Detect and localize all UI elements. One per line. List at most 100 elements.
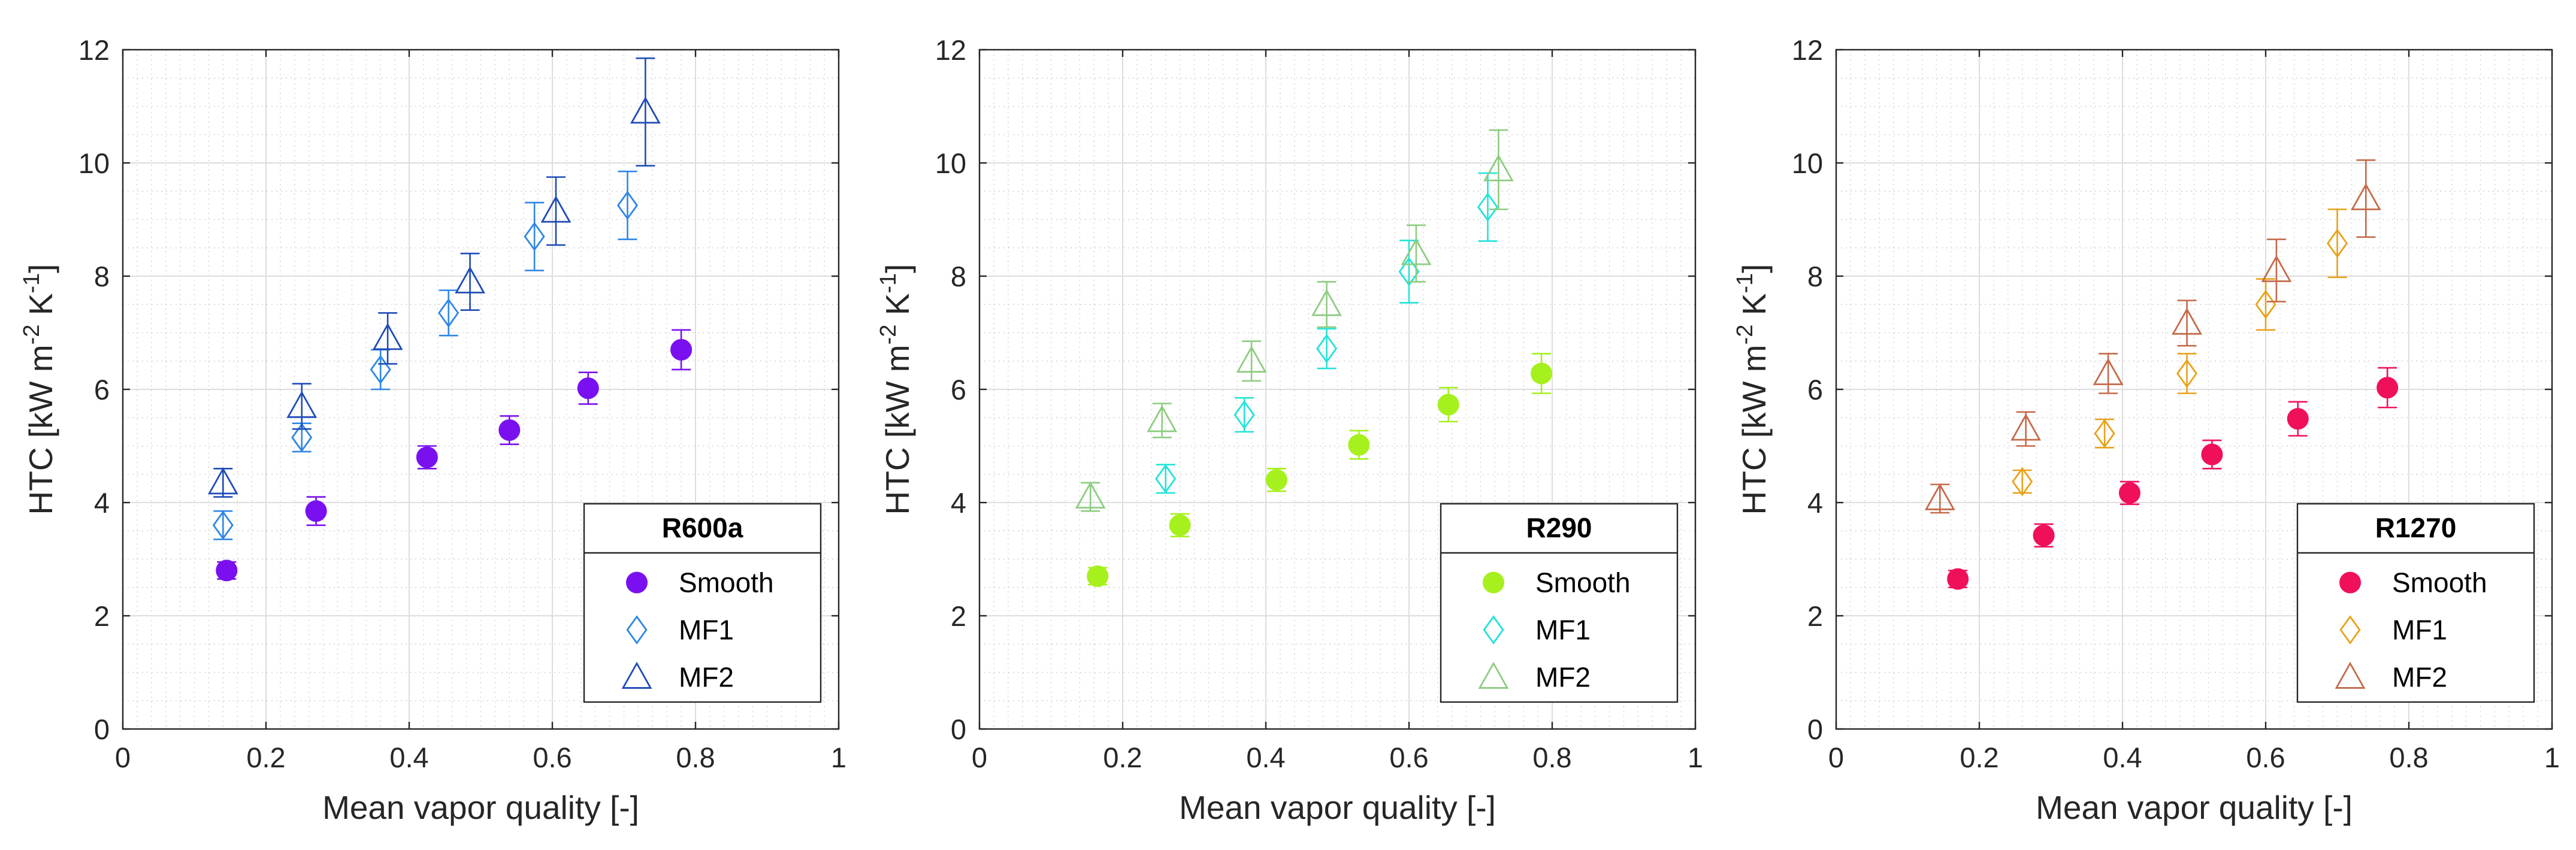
- y-axis-title: HTC [kW m-2 K-1]: [876, 264, 916, 515]
- legend-label: MF2: [1535, 662, 1591, 693]
- series-smooth: [1947, 367, 2399, 590]
- data-point: [577, 377, 599, 400]
- y-tick-label: 2: [94, 600, 110, 632]
- series-mf2: [1924, 159, 2381, 514]
- data-point: [305, 500, 327, 522]
- series-mf1: [2012, 208, 2348, 497]
- legend-label: MF1: [1535, 615, 1591, 646]
- series-mf2: [207, 57, 661, 498]
- series-mf1: [212, 170, 639, 540]
- x-tick-label: 0.4: [1246, 742, 1285, 773]
- data-point: [2093, 358, 2124, 385]
- legend-label: MF1: [2392, 615, 2447, 646]
- legend: R1270 Smooth MF1 MF2: [2296, 503, 2535, 703]
- y-tick-label: 6: [951, 374, 966, 406]
- legend: R600a Smooth MF1 MF2: [583, 503, 822, 703]
- data-point: [1075, 481, 1106, 509]
- data-point: [416, 446, 438, 468]
- data-point: [2033, 524, 2055, 546]
- legend-marker: [2335, 661, 2366, 689]
- data-point: [1147, 405, 1178, 432]
- legend-marker: [626, 615, 648, 645]
- data-point: [286, 391, 318, 418]
- x-tick-label: 0.4: [389, 742, 428, 773]
- data-point: [670, 338, 693, 361]
- legend-title: R290: [1526, 512, 1592, 543]
- data-point: [2350, 183, 2381, 210]
- legend-box: [2296, 503, 2535, 703]
- data-point: [207, 467, 238, 495]
- data-point: [2201, 443, 2223, 465]
- data-point: [1348, 434, 1370, 456]
- legend-marker: [1483, 615, 1504, 645]
- legend-marker: [2339, 615, 2361, 645]
- data-point: [1155, 464, 1177, 494]
- x-tick-label: 1: [1688, 742, 1703, 773]
- legend-label: Smooth: [679, 567, 774, 598]
- legend-title: R1270: [2375, 512, 2457, 543]
- legend: R290 Smooth MF1 MF2: [1440, 503, 1679, 703]
- data-point: [540, 195, 572, 223]
- legend-marker: [621, 661, 652, 689]
- y-tick-label: 12: [935, 34, 966, 66]
- data-point: [372, 323, 403, 350]
- data-point: [2172, 307, 2202, 335]
- x-axis-title: Mean vapor quality [-]: [322, 789, 639, 826]
- legend-marker: [2339, 571, 2361, 594]
- x-tick-label: 0.6: [1389, 742, 1428, 773]
- data-point: [2261, 255, 2292, 282]
- y-axis-title: HTC [kW m-2 K-1]: [1733, 264, 1773, 515]
- x-tick-label: 1: [2544, 742, 2560, 773]
- y-tick-label: 6: [1807, 374, 1823, 406]
- legend-box: [1440, 503, 1679, 703]
- legend-label: MF1: [679, 615, 734, 646]
- y-tick-label: 10: [935, 147, 966, 179]
- y-tick-label: 4: [1807, 487, 1823, 519]
- y-tick-label: 8: [951, 261, 966, 292]
- y-tick-label: 4: [951, 487, 966, 519]
- data-point: [438, 298, 459, 328]
- x-tick-label: 0.8: [676, 742, 715, 773]
- data-point: [616, 190, 639, 220]
- x-axis-title: Mean vapor quality [-]: [1179, 789, 1496, 826]
- y-tick-label: 10: [1792, 147, 1823, 179]
- data-point: [1483, 154, 1514, 182]
- data-point: [2377, 377, 2399, 399]
- data-point: [2287, 408, 2309, 430]
- data-point: [1236, 345, 1267, 373]
- data-point: [2176, 359, 2198, 388]
- x-tick-label: 0.4: [2103, 742, 2142, 773]
- data-point: [1169, 514, 1191, 536]
- data-point: [1924, 483, 1955, 510]
- y-tick-label: 10: [78, 147, 110, 179]
- y-tick-label: 12: [78, 34, 110, 66]
- data-point: [2326, 228, 2348, 258]
- data-point: [1401, 238, 1432, 265]
- data-point: [498, 419, 521, 441]
- data-point: [1316, 334, 1338, 364]
- x-tick-label: 0.6: [533, 742, 572, 773]
- data-point: [212, 510, 234, 540]
- y-tick-label: 4: [94, 487, 110, 519]
- data-point: [2118, 482, 2140, 504]
- series-smooth: [1087, 353, 1553, 587]
- y-tick-label: 0: [94, 713, 110, 745]
- series-mf2: [1075, 129, 1514, 512]
- data-point: [2094, 419, 2115, 449]
- y-tick-label: 6: [94, 374, 110, 406]
- legend-marker: [626, 571, 648, 594]
- y-tick-label: 8: [1807, 261, 1823, 292]
- data-point: [1477, 192, 1499, 222]
- y-axis-title: HTC [kW m-2 K-1]: [19, 264, 59, 515]
- data-point: [455, 266, 485, 294]
- data-point: [2255, 289, 2276, 319]
- data-point: [1265, 469, 1287, 491]
- y-tick-label: 2: [1807, 600, 1823, 632]
- legend-box: [583, 503, 822, 703]
- data-point: [291, 422, 313, 452]
- data-point: [1437, 394, 1459, 416]
- data-point: [1087, 565, 1109, 587]
